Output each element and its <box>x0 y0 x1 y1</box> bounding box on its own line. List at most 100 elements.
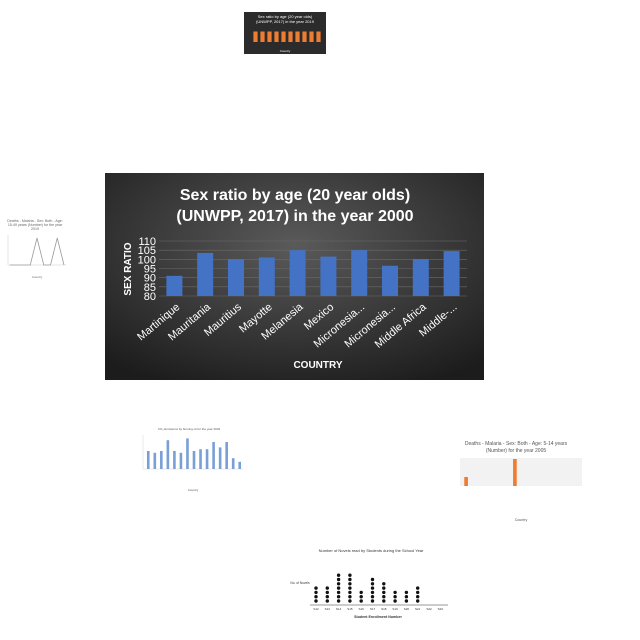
bar <box>316 31 321 42</box>
bar <box>186 438 189 469</box>
x-tick-label: S15 <box>347 607 353 611</box>
dot <box>336 590 341 595</box>
dot <box>382 586 386 590</box>
bar <box>267 31 272 42</box>
x-tick-label: S20 <box>404 607 410 611</box>
dot <box>404 599 409 603</box>
x-axis-label: Student Enrollment Number <box>354 615 402 619</box>
bar <box>464 477 468 486</box>
chart-top-small: Sex ratio by age (20 year olds) (UNWPP, … <box>244 12 326 54</box>
dot <box>336 582 341 586</box>
bar <box>309 31 314 42</box>
chart-title: Sex ratio by age (20 year olds) <box>180 187 410 204</box>
dot <box>416 599 420 603</box>
bar <box>513 459 517 486</box>
bar <box>351 250 368 296</box>
dot <box>348 595 352 599</box>
dot <box>348 582 352 586</box>
bar <box>281 31 286 42</box>
dot <box>370 577 375 582</box>
dot <box>370 586 375 590</box>
x-axis-label: Country <box>280 49 291 53</box>
dot <box>382 595 386 599</box>
bar <box>225 442 228 469</box>
y-tick-label: 105 <box>138 245 156 257</box>
chart-left-small: Deaths - Malaria - Sex: Both - Age: 15-4… <box>7 219 66 279</box>
bar <box>153 452 157 469</box>
y-tick-label: 90 <box>144 273 156 285</box>
dot <box>416 586 420 590</box>
y-tick-label: 80 <box>144 291 156 303</box>
dot <box>370 590 375 595</box>
bar <box>231 458 235 469</box>
dot <box>336 573 341 577</box>
dot <box>359 595 363 599</box>
dot <box>359 590 363 595</box>
dot <box>325 599 329 603</box>
chart-middle-small: CO₂ Emissions by burning oil for the yea… <box>142 427 243 492</box>
bar <box>320 256 337 296</box>
bar <box>381 265 399 296</box>
dot <box>404 595 409 599</box>
bar <box>302 31 307 42</box>
dot <box>382 582 386 586</box>
dot <box>348 577 352 582</box>
bar <box>412 259 429 296</box>
dot <box>416 590 420 595</box>
dot <box>370 595 375 599</box>
dot <box>336 586 341 590</box>
bar <box>179 452 183 469</box>
bar <box>289 250 306 296</box>
dot <box>370 599 375 603</box>
dot <box>393 599 397 603</box>
bar <box>227 259 245 296</box>
x-axis-label: Country <box>515 518 528 522</box>
y-axis-label: SEX RATIO <box>123 242 134 295</box>
bar <box>443 251 460 296</box>
x-axis-label: COUNTRY <box>293 360 342 371</box>
dot <box>336 599 341 603</box>
dot <box>314 586 318 590</box>
dot <box>314 599 318 603</box>
bar <box>160 451 163 469</box>
dot <box>359 599 363 603</box>
chart-dot-plot: Number of Novels read by Students during… <box>290 548 448 619</box>
bar <box>197 252 214 296</box>
dot <box>382 590 386 595</box>
x-tick-label: S16 <box>359 607 365 611</box>
bar <box>260 31 265 42</box>
bar <box>166 440 170 469</box>
dot <box>348 590 352 595</box>
bar <box>218 447 222 469</box>
y-tick-label: 110 <box>138 236 156 248</box>
y-tick-label: 85 <box>144 282 156 294</box>
bar <box>146 451 150 469</box>
bar <box>295 31 300 42</box>
dot <box>348 586 352 590</box>
chart-title: (UNWPP, 2017) in the year 2000 <box>176 208 413 225</box>
chart-title: (Number) for the year 2005 <box>486 448 547 454</box>
bar <box>166 275 183 296</box>
dot <box>314 590 318 595</box>
dot <box>348 599 352 603</box>
x-tick-label: S14 <box>336 607 342 611</box>
dot <box>404 590 409 595</box>
chart-title: Deaths - Malaria - Sex: Both - Age: <box>7 219 63 223</box>
chart-title: CO₂ Emissions by burning oil for the yea… <box>158 427 221 431</box>
bar <box>173 451 176 469</box>
bar <box>212 442 215 469</box>
x-axis-label: Country <box>32 275 43 279</box>
bar <box>288 31 293 42</box>
dot <box>314 595 318 599</box>
chart-title: 2019 <box>31 227 39 231</box>
bar <box>205 449 209 469</box>
series-line <box>10 237 65 266</box>
dot <box>336 577 341 582</box>
dot <box>370 582 375 586</box>
dot <box>382 599 386 603</box>
bar <box>258 257 275 296</box>
bar <box>238 461 242 469</box>
dot <box>348 573 352 577</box>
y-axis-label: No. of Novels <box>290 581 310 585</box>
x-tick-label: S22 <box>426 607 432 611</box>
